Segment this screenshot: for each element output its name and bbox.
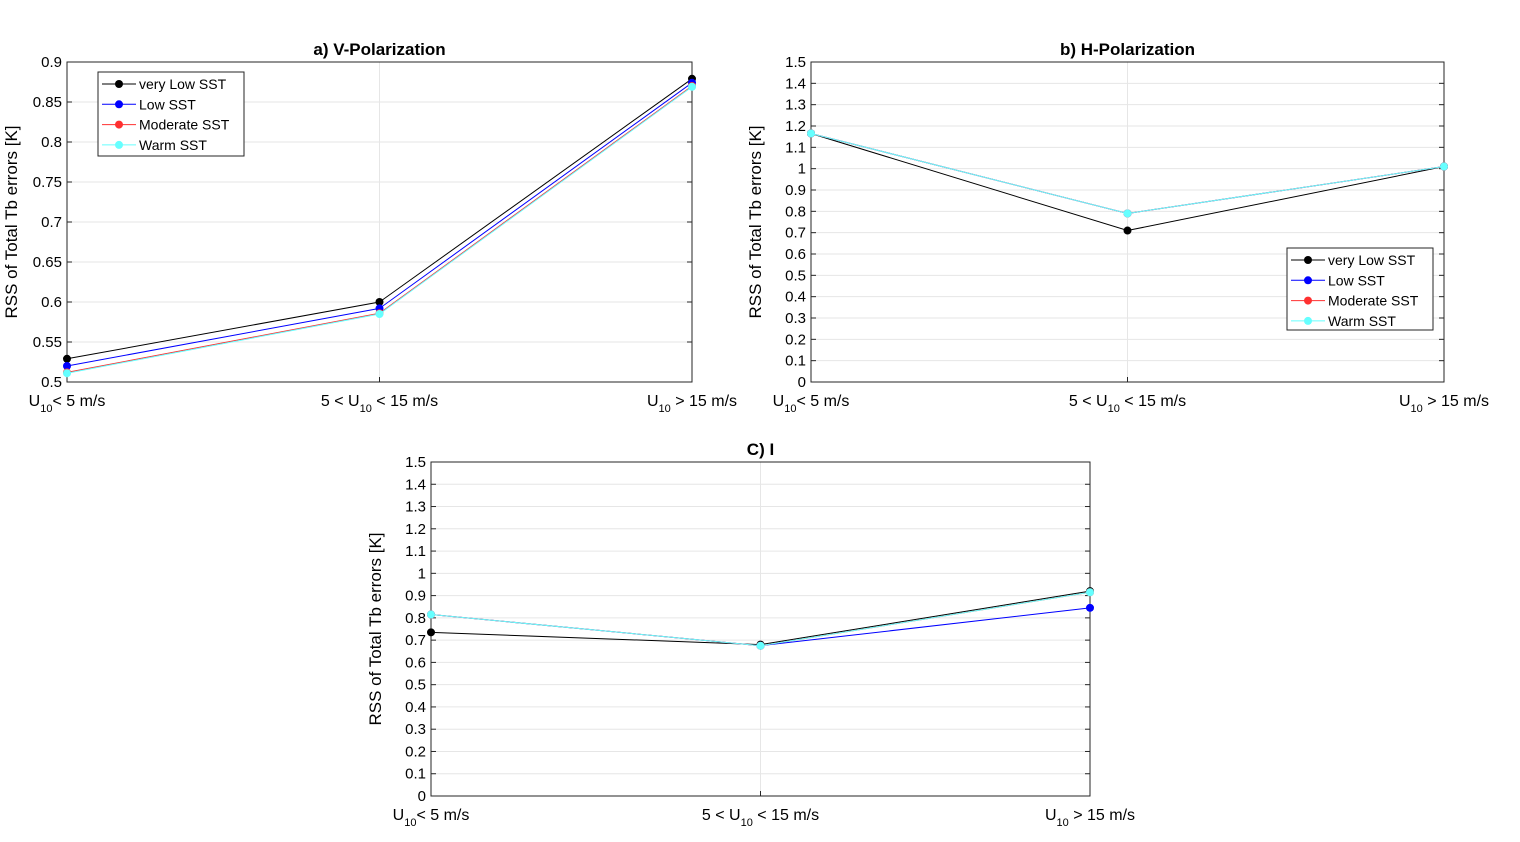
y-tick-label: 0.7 (405, 632, 426, 649)
y-tick-label: 0.1 (405, 766, 426, 783)
y-tick-label: 0 (798, 374, 806, 391)
y-axis-label: RSS of Total Tb errors [K] (746, 125, 765, 318)
x-tick-label: 5 < U10 < 15 m/s (321, 393, 438, 415)
chart-title: a) V-Polarization (313, 40, 445, 59)
x-tick-label: U10< 5 m/s (29, 393, 106, 415)
y-tick-label: 0.85 (33, 94, 62, 111)
data-point (756, 641, 765, 650)
data-point (375, 310, 384, 318)
data-point (807, 129, 815, 138)
legend-label: very Low SST (1328, 252, 1416, 268)
y-tick-label: 0 (418, 788, 426, 805)
legend-marker (1304, 296, 1312, 305)
y-tick-label: 1.4 (405, 476, 426, 493)
legend-label: very Low SST (139, 76, 227, 92)
chart-3: 0 0.1 0.2 0.3 0.4 0.5 0.6 0.7 0.8 0.9 1 1.1 1.2 1.3 1.… (366, 440, 1135, 829)
data-point (427, 610, 435, 619)
y-tick-label: 1 (798, 161, 806, 178)
y-tick-label: 1 (418, 565, 426, 582)
x-tick-label: U10 > 15 m/s (1399, 393, 1489, 415)
y-tick-label: 1.1 (405, 543, 426, 560)
chart-1: 0.5 0.55 0.6 0.65 0.7 0.75 0.8 0.85 0.9 U10< 5 m/… (2, 40, 737, 415)
y-tick-label: 0.9 (405, 588, 426, 605)
y-tick-label: 1.5 (785, 54, 806, 71)
y-tick-label: 0.6 (405, 654, 426, 671)
data-point (375, 298, 384, 306)
y-axis-label: RSS of Total Tb errors [K] (366, 532, 385, 725)
legend-marker (115, 140, 123, 149)
data-point (688, 82, 696, 91)
y-tick-label: 0.3 (785, 310, 806, 327)
y-tick-label: 0.6 (785, 246, 806, 263)
y-tick-label: 0.3 (405, 721, 426, 738)
legend-label: Moderate SST (1328, 293, 1419, 309)
x-tick-label: U10 > 15 m/s (1045, 807, 1135, 829)
legend: very Low SST Low SST Moderate SST Warm SST (97, 71, 245, 157)
legend-marker (115, 120, 123, 129)
y-tick-label: 0.5 (405, 677, 426, 694)
data-point (63, 362, 71, 370)
y-tick-label: 1.1 (785, 139, 806, 156)
chart-title: b) H-Polarization (1060, 40, 1195, 59)
y-tick-label: 0.75 (33, 174, 62, 191)
y-tick-label: 0.4 (785, 289, 806, 306)
y-tick-label: 1.4 (785, 75, 806, 92)
y-tick-label: 0.9 (785, 182, 806, 199)
chart-2: 0 0.1 0.2 0.3 0.4 0.5 0.6 0.7 0.8 0.9 1 1.1 1.2 1.3 1.… (746, 40, 1489, 415)
legend: very Low SST Low SST Moderate SST Warm SST (1286, 247, 1434, 331)
y-tick-label: 0.6 (41, 294, 62, 311)
y-tick-label: 1.5 (405, 454, 426, 471)
y-axis-label: RSS of Total Tb errors [K] (2, 125, 21, 318)
y-tick-label: 1.3 (405, 499, 426, 516)
y-tick-label: 0.1 (785, 353, 806, 370)
x-tick-label: 5 < U10 < 15 m/s (702, 807, 819, 829)
y-tick-label: 0.8 (785, 203, 806, 220)
legend-label: Warm SST (139, 137, 207, 153)
y-tick-label: 0.2 (785, 331, 806, 348)
legend-marker (1304, 256, 1312, 264)
legend-label: Warm SST (1328, 313, 1396, 329)
data-point (1086, 603, 1094, 612)
y-tick-label: 0.9 (41, 54, 62, 71)
y-tick-label: 0.7 (785, 225, 806, 242)
data-point (63, 354, 71, 363)
y-tick-label: 0.5 (785, 267, 806, 284)
y-tick-label: 0.65 (33, 254, 62, 271)
y-tick-label: 0.4 (405, 699, 426, 716)
legend-label: Low SST (1328, 272, 1385, 288)
y-tick-label: 0.5 (41, 374, 62, 391)
y-tick-label: 0.8 (405, 610, 426, 627)
y-tick-label: 0.55 (33, 334, 62, 351)
x-tick-label: U10< 5 m/s (393, 807, 470, 829)
y-tick-label: 1.2 (785, 118, 806, 135)
data-point (1123, 226, 1132, 235)
legend-marker (115, 100, 123, 109)
legend-label: Moderate SST (139, 117, 230, 133)
x-tick-label: U10< 5 m/s (773, 393, 850, 415)
x-tick-label: U10 > 15 m/s (647, 393, 737, 415)
y-tick-label: 0.8 (41, 134, 62, 151)
data-point (1086, 588, 1094, 597)
legend-marker (1304, 316, 1312, 325)
legend-marker (1304, 276, 1312, 285)
data-point (1440, 162, 1448, 171)
data-point (1123, 209, 1132, 218)
y-tick-label: 1.3 (785, 97, 806, 114)
data-point (427, 628, 435, 637)
y-tick-label: 1.2 (405, 521, 426, 538)
data-point (63, 369, 71, 378)
y-tick-label: 0.2 (405, 743, 426, 760)
x-tick-label: 5 < U10 < 15 m/s (1069, 393, 1186, 415)
legend-label: Low SST (139, 96, 196, 112)
y-tick-label: 0.7 (41, 214, 62, 231)
legend-marker (115, 80, 123, 88)
chart-title: C) I (747, 440, 774, 459)
